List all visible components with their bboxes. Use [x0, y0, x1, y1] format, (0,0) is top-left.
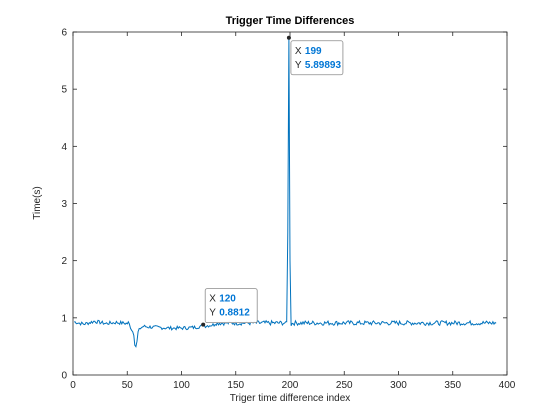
x-tick-label: 0 [70, 380, 76, 391]
x-tick-label: 50 [122, 380, 134, 391]
y-axis-label: Time(s) [32, 186, 43, 220]
datatip-box[interactable] [290, 40, 344, 76]
y-tick-label: 2 [61, 256, 67, 267]
datatip-x-value: 120 [219, 294, 236, 305]
series-line [74, 37, 497, 348]
x-tick-label: 350 [444, 380, 461, 391]
axis-ticks: 0 50 100 150 200 250 300 350 400 0 1 2 3 4 5 6 [61, 28, 515, 392]
y-tick-label: 1 [61, 313, 67, 324]
datatip-box[interactable] [204, 288, 258, 324]
datatip-y-value: 5.89893 [305, 60, 342, 71]
datatip-y-key: Y [209, 308, 216, 319]
datatip-marker[interactable] [286, 35, 291, 40]
chart-title: Trigger Time Differences [226, 15, 355, 27]
datatip-x-key: X [295, 46, 302, 57]
y-tick-label: 0 [61, 371, 67, 382]
x-tick-label: 150 [227, 380, 244, 391]
y-tick-label: 6 [61, 28, 67, 39]
x-tick-label: 200 [282, 380, 299, 391]
datatip-x-value: 199 [305, 46, 322, 57]
x-tick-label: 100 [173, 380, 190, 391]
datatip-y-value: 0.8812 [219, 308, 250, 319]
y-tick-label: 3 [61, 199, 67, 210]
datatip-y-key: Y [295, 60, 302, 71]
datatip-x-key: X [209, 294, 216, 305]
x-tick-label: 250 [336, 380, 353, 391]
x-tick-label: 400 [499, 380, 516, 391]
y-tick-label: 4 [61, 142, 67, 153]
x-tick-label: 300 [390, 380, 407, 391]
y-tick-label: 5 [61, 85, 67, 96]
datatip-marker[interactable] [201, 322, 206, 327]
x-axis-label: Triger time difference index [230, 393, 351, 404]
